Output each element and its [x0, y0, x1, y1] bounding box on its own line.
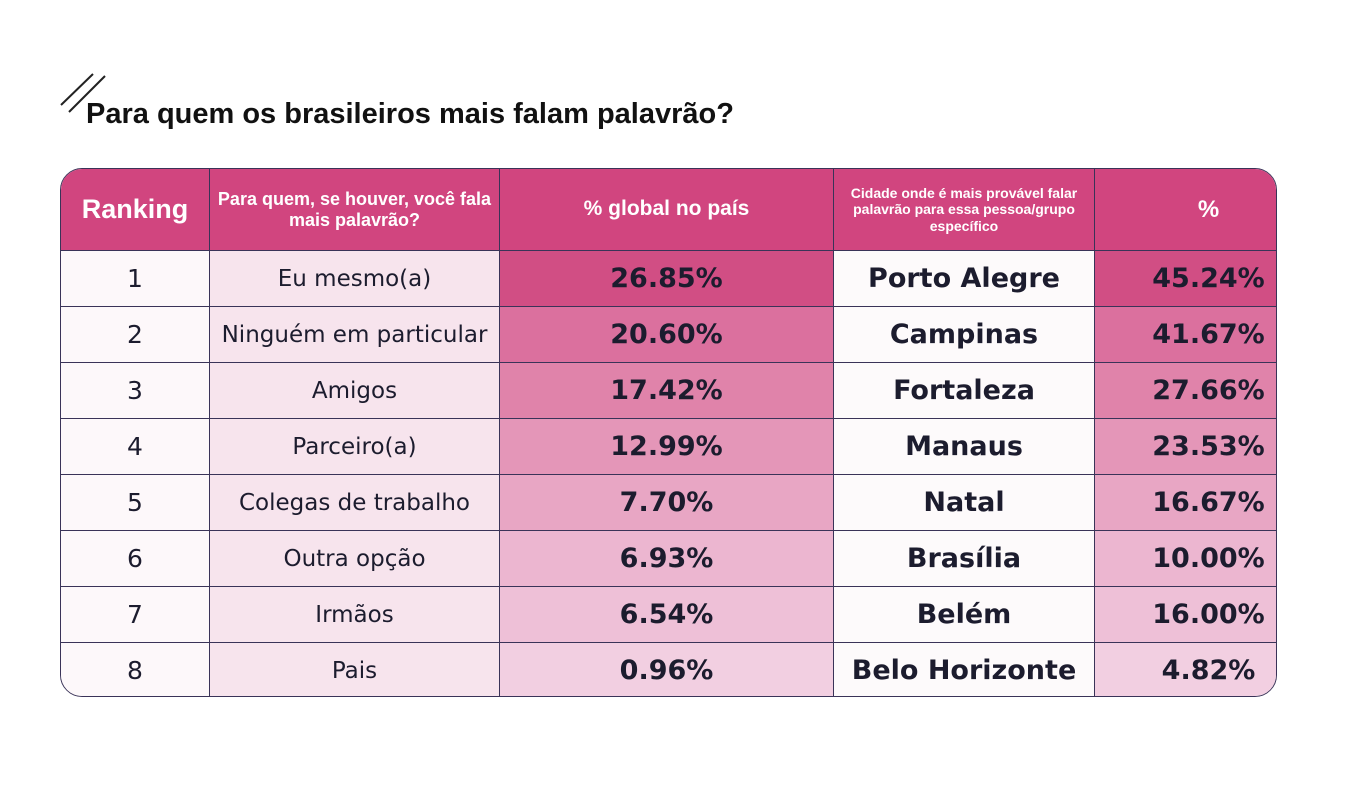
table-cell: 5: [61, 474, 210, 531]
table-cell: Ninguém em particular: [209, 306, 500, 363]
table-cell: 1: [61, 250, 210, 307]
column-header: %: [1094, 169, 1276, 251]
table-cell: 6: [61, 530, 210, 587]
table-cell: 10.00%: [1094, 530, 1276, 587]
column-header: Para quem, se houver, você fala mais pal…: [209, 169, 500, 251]
table-cell: Eu mesmo(a): [209, 250, 500, 307]
table-cell: 4: [61, 418, 210, 475]
table-cell: Outra opção: [209, 530, 500, 587]
table-cell: Campinas: [833, 306, 1095, 363]
header-row: Ranking Para quem, se houver, você fala m…: [61, 169, 1276, 251]
table-cell: 7: [61, 586, 210, 643]
table-row: 8 Pais 0.96% Belo Horizonte 4.82%: [61, 642, 1276, 696]
table-cell: Fortaleza: [833, 362, 1095, 419]
table-row: 3 Amigos 17.42% Fortaleza 27.66%: [61, 362, 1276, 419]
table-cell: Parceiro(a): [209, 418, 500, 475]
table-cell: 17.42%: [499, 362, 834, 419]
table-row: 4 Parceiro(a) 12.99% Manaus 23.53%: [61, 418, 1276, 475]
table-cell: 4.82%: [1094, 642, 1276, 696]
table-head: Ranking Para quem, se houver, você fala m…: [61, 169, 1276, 251]
table-cell: 6.93%: [499, 530, 834, 587]
table-row: 2 Ninguém em particular 20.60% Campinas 41.6…: [61, 306, 1276, 363]
table-cell: 23.53%: [1094, 418, 1276, 475]
table-cell: 26.85%: [499, 250, 834, 307]
table-cell: 2: [61, 306, 210, 363]
table-cell: 16.00%: [1094, 586, 1276, 643]
table-cell: 27.66%: [1094, 362, 1276, 419]
table-cell: 20.60%: [499, 306, 834, 363]
table-cell: Pais: [209, 642, 500, 696]
decoration: [60, 73, 106, 113]
table-cell: Brasília: [833, 530, 1095, 587]
table-cell: Colegas de trabalho: [209, 474, 500, 531]
table-cell: 0.96%: [499, 642, 834, 696]
table-cell: Irmãos: [209, 586, 500, 643]
table-cell: Belo Horizonte: [833, 642, 1095, 696]
table-body: 1 Eu mesmo(a) 26.85% Porto Alegre 45.24% 2 Nin…: [61, 250, 1276, 696]
table-cell: Amigos: [209, 362, 500, 419]
table-cell: 12.99%: [499, 418, 834, 475]
column-header: Cidade onde é mais provável falar palavr…: [833, 169, 1095, 251]
title: Para quem os brasileiros mais falam pala…: [86, 98, 734, 130]
table-row: 7 Irmãos 6.54% Belém 16.00%: [61, 586, 1276, 643]
table-cell: Natal: [833, 474, 1095, 531]
table-cell: 6.54%: [499, 586, 834, 643]
table-cell: 8: [61, 642, 210, 696]
table-container: Ranking Para quem, se houver, você fala m…: [60, 168, 1277, 697]
table-cell: 16.67%: [1094, 474, 1276, 531]
column-header: % global no país: [499, 169, 834, 251]
table-cell: 45.24%: [1094, 250, 1276, 307]
table-row: 5 Colegas de trabalho 7.70% Natal 16.67%: [61, 474, 1276, 531]
table-row: 1 Eu mesmo(a) 26.85% Porto Alegre 45.24%: [61, 250, 1276, 307]
table-cell: 7.70%: [499, 474, 834, 531]
column-header: Ranking: [61, 169, 210, 251]
ranking-table: Ranking Para quem, se houver, você fala m…: [61, 169, 1276, 696]
table-cell: 41.67%: [1094, 306, 1276, 363]
table-row: 6 Outra opção 6.93% Brasília 10.00%: [61, 530, 1276, 587]
table-cell: Belém: [833, 586, 1095, 643]
table-cell: Porto Alegre: [833, 250, 1095, 307]
table-cell: Manaus: [833, 418, 1095, 475]
table-cell: 3: [61, 362, 210, 419]
